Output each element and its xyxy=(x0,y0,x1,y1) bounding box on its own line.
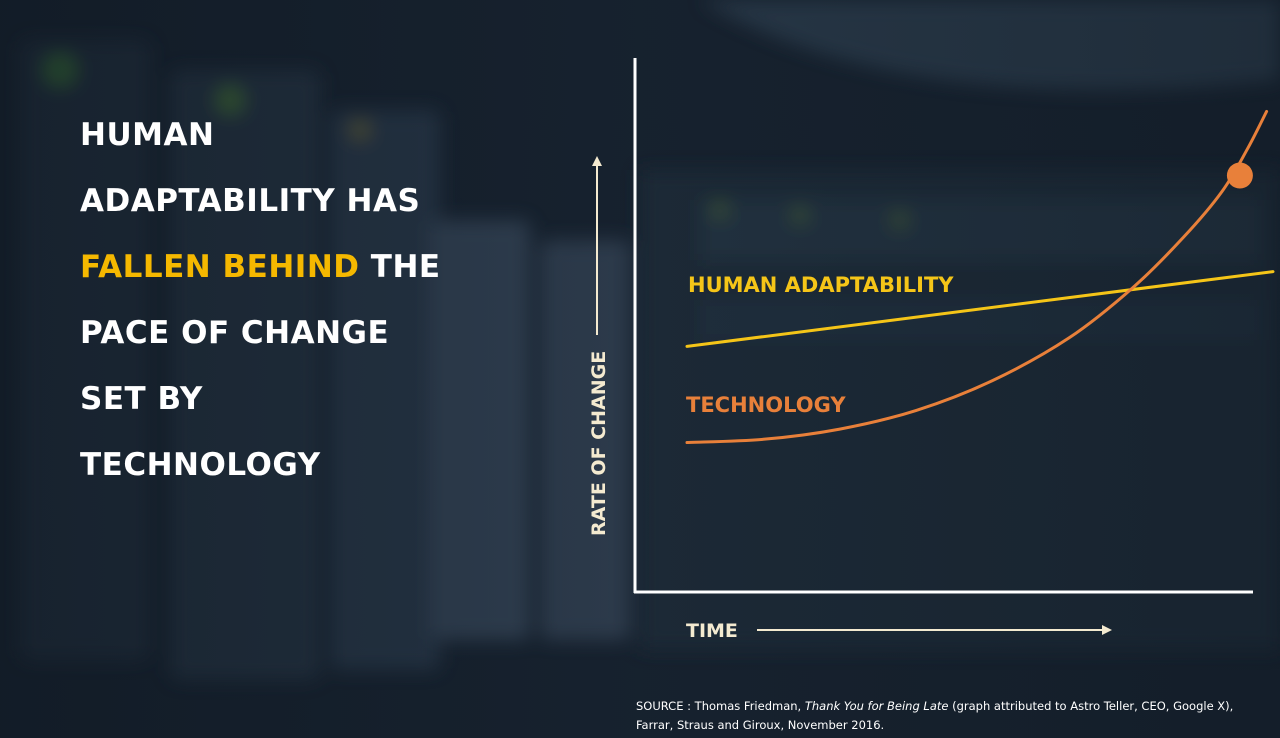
source-line-1: SOURCE : Thomas Friedman, Thank You for … xyxy=(636,699,1234,713)
series-label-technology: Technology xyxy=(686,393,846,417)
headline-line-3: fallen behind the xyxy=(80,249,441,285)
headline: Human adaptability has fallen behind the… xyxy=(80,112,600,508)
source-citation: SOURCE : Thomas Friedman, Thank You for … xyxy=(636,697,1256,735)
headline-line-1: Human xyxy=(80,117,215,153)
headline-line-6: technology xyxy=(80,447,321,483)
source-line-2: Farrar, Straus and Giroux, November 2016… xyxy=(636,718,885,732)
headline-highlight: fallen behind xyxy=(80,249,360,285)
series-layer xyxy=(685,109,1275,444)
series-line-technology xyxy=(685,109,1269,444)
intersection-marker xyxy=(1226,162,1253,189)
series-line-human-adaptability xyxy=(685,270,1275,348)
headline-line-5: set by xyxy=(80,381,203,417)
headline-line-4: pace of change xyxy=(80,315,390,351)
headline-line-2: adaptability has xyxy=(80,183,421,219)
series-label-human-adaptability: Human adaptability xyxy=(688,273,954,297)
x-axis-label: Time xyxy=(686,620,738,642)
y-axis-label: Rate of change xyxy=(588,351,610,536)
